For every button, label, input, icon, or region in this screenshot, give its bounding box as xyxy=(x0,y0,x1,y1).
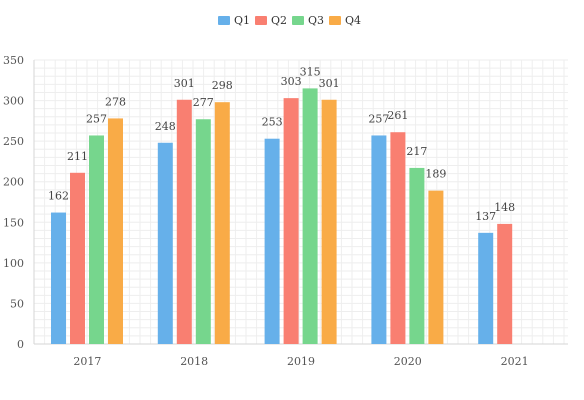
data-label: 211 xyxy=(67,150,88,163)
data-label: 253 xyxy=(262,116,283,129)
bar-q4-2020[interactable] xyxy=(428,190,444,344)
bar-q1-2019[interactable] xyxy=(264,138,280,344)
data-label: 303 xyxy=(281,75,302,88)
x-tick-label: 2018 xyxy=(180,355,208,368)
y-tick-label: 350 xyxy=(3,54,24,67)
legend-item-q4[interactable]: Q4 xyxy=(329,14,361,27)
data-label: 261 xyxy=(387,109,408,122)
y-tick-label: 200 xyxy=(3,176,24,189)
legend-swatch xyxy=(292,16,304,25)
bars xyxy=(51,88,513,345)
data-label: 162 xyxy=(48,190,69,203)
x-tick-label: 2020 xyxy=(394,355,422,368)
bar-q2-2019[interactable] xyxy=(283,98,299,344)
bar-q4-2018[interactable] xyxy=(214,102,230,345)
bar-q1-2017[interactable] xyxy=(51,212,66,344)
data-label: 301 xyxy=(174,77,195,90)
bar-q2-2018[interactable] xyxy=(176,99,192,344)
data-label: 277 xyxy=(193,96,214,109)
bar-q1-2021[interactable] xyxy=(478,232,494,344)
data-label: 301 xyxy=(319,77,340,90)
y-axis: 0 50 100 150 200 250 300 350 xyxy=(3,54,35,351)
x-tick-label: 2017 xyxy=(73,355,101,368)
data-label: 248 xyxy=(155,120,176,133)
bar-q3-2017[interactable] xyxy=(89,135,104,344)
y-tick-label: 150 xyxy=(3,216,24,229)
y-tick-label: 100 xyxy=(3,257,24,270)
y-tick-label: 250 xyxy=(3,135,24,148)
legend-item-q3[interactable]: Q3 xyxy=(292,14,324,27)
data-label: 298 xyxy=(212,79,233,92)
bar-q2-2021[interactable] xyxy=(497,223,513,344)
legend-label: Q1 xyxy=(234,14,250,27)
y-tick-label: 0 xyxy=(17,338,24,351)
bar-q3-2018[interactable] xyxy=(195,119,211,344)
data-label: 148 xyxy=(494,201,515,214)
data-labels: 1622112572782483012772982533033153012572… xyxy=(48,65,515,222)
data-label: 137 xyxy=(475,210,496,223)
x-axis: 2017 2018 2019 2020 2021 xyxy=(34,343,568,368)
legend-label: Q2 xyxy=(271,14,287,27)
data-label: 189 xyxy=(425,168,446,181)
bar-q2-2020[interactable] xyxy=(390,132,406,344)
data-label: 278 xyxy=(105,95,126,108)
x-tick-label: 2019 xyxy=(287,355,315,368)
bar-q4-2019[interactable] xyxy=(321,99,337,344)
legend-label: Q4 xyxy=(345,14,361,27)
legend-swatch xyxy=(218,16,230,25)
legend-item-q2[interactable]: Q2 xyxy=(255,14,287,27)
x-tick-label: 2021 xyxy=(501,355,529,368)
bar-q2-2017[interactable] xyxy=(70,172,85,344)
data-label: 257 xyxy=(86,112,107,125)
legend-item-q1[interactable]: Q1 xyxy=(218,14,250,27)
bar-q1-2018[interactable] xyxy=(157,142,173,344)
bar-q3-2020[interactable] xyxy=(409,167,425,344)
legend-swatch xyxy=(329,16,341,25)
y-tick-label: 300 xyxy=(3,95,24,108)
y-tick-label: 50 xyxy=(10,297,24,310)
legend-swatch xyxy=(255,16,267,25)
data-label: 315 xyxy=(300,65,321,78)
data-label: 257 xyxy=(368,112,389,125)
data-label: 217 xyxy=(406,145,427,158)
legend[interactable]: Q1 Q2 Q3 Q4 xyxy=(218,14,361,27)
bar-q3-2019[interactable] xyxy=(302,88,318,345)
legend-label: Q3 xyxy=(308,14,324,27)
bar-q4-2017[interactable] xyxy=(108,118,123,345)
bar-q1-2020[interactable] xyxy=(371,135,387,344)
